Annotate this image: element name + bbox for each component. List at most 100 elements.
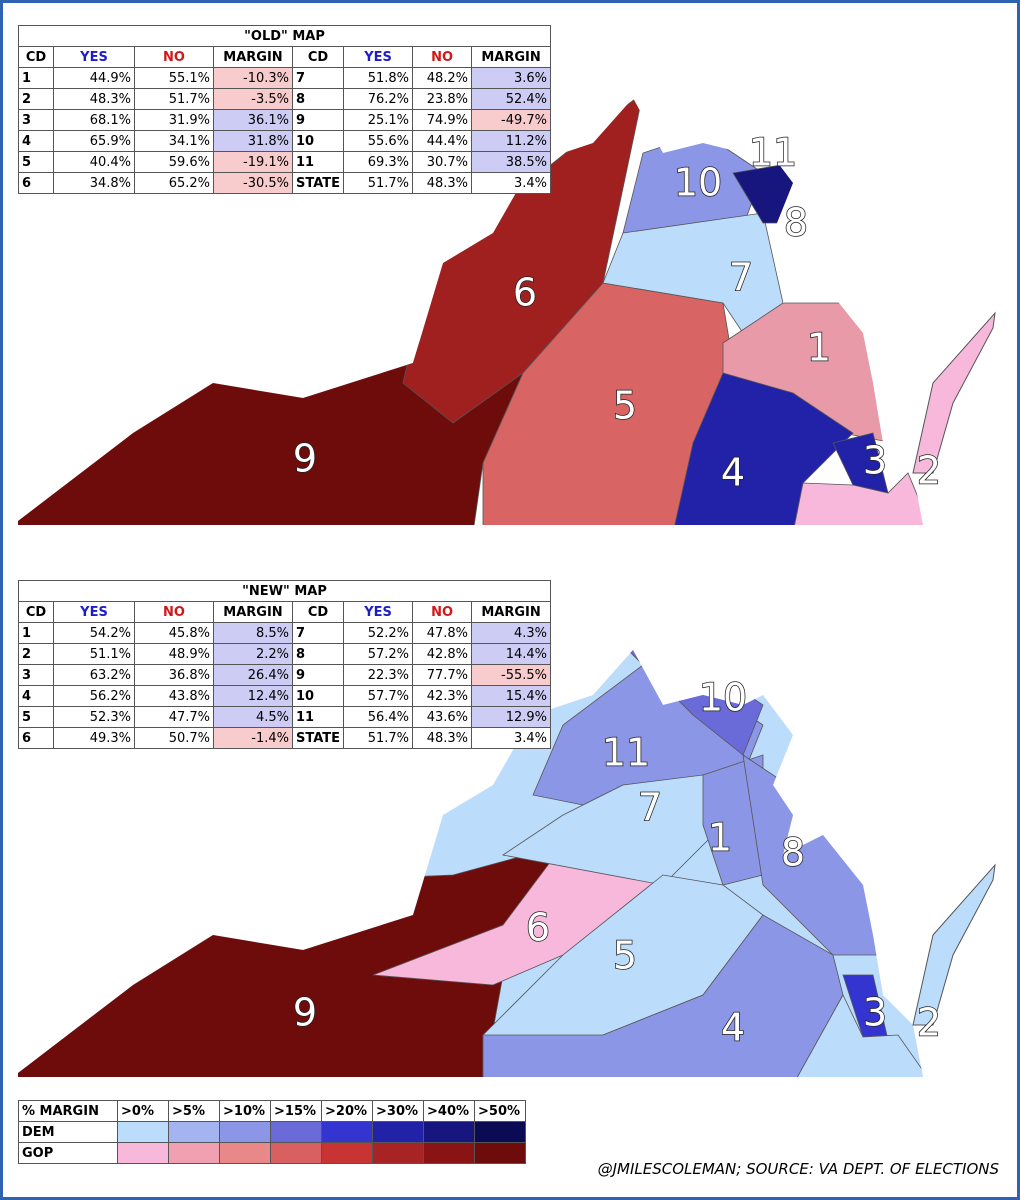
table-cell: 5 [18,151,54,173]
table-cell: -49.7% [471,109,552,131]
table-row: 6 49.3% 50.7% -1.4% STATE 51.7% 48.3% 3.4% [18,727,552,749]
table-cell: 7 [291,67,345,89]
legend-swatch [270,1121,322,1143]
table-cell: 69.3% [343,151,414,173]
legend-swatch [372,1121,424,1143]
table-cell: 8 [291,643,345,665]
district-label: 2 [917,449,941,493]
table-cell: 3 [18,109,54,131]
table-cell: 74.9% [412,109,473,131]
credit: @JMILESCOLEMAN; SOURCE: VA DEPT. OF ELEC… [597,1160,999,1178]
table-cell: 11 [291,151,345,173]
table-cell: 65.2% [134,172,214,194]
table-cell: 51.7% [134,88,214,110]
district-label: 7 [638,786,662,830]
legend-header-cell: >15% [270,1100,322,1122]
legend-swatch [423,1121,475,1143]
table-cell: 48.3% [412,172,473,194]
table-cell: 57.2% [343,643,414,665]
table-cell: 9 [291,664,345,686]
table-row: 4 56.2% 43.8% 12.4% 10 57.7% 42.3% 15.4% [18,685,552,707]
table-cell: 4 [18,130,54,152]
column-header: MARGIN [471,601,552,623]
legend-swatch [117,1142,169,1164]
district-label: 3 [863,439,887,483]
district-label: 8 [784,201,808,245]
results-table: "NEW" MAP CD YES NO MARGIN CD YES NO MARGIN 1 54.2… [17,580,552,749]
table-cell: -30.5% [213,172,293,194]
table-cell: -3.5% [213,88,293,110]
district-label: 6 [526,906,550,950]
table-cell: 65.9% [53,130,135,152]
table-cell: 23.8% [412,88,473,110]
table-cell: STATE [291,727,345,749]
table-cell: 76.2% [343,88,414,110]
column-header: NO [412,46,473,68]
legend-header-cell: >0% [117,1100,169,1122]
table-cell: 45.8% [134,622,214,644]
column-header: YES [343,601,414,623]
table-row: 2 51.1% 48.9% 2.2% 8 57.2% 42.8% 14.4% [18,643,552,665]
table-cell: 52.4% [471,88,552,110]
table-cell: 68.1% [53,109,135,131]
table-row: 4 65.9% 34.1% 31.8% 10 55.6% 44.4% 11.2% [18,130,552,152]
legend-swatch [474,1142,526,1164]
table-cell: 63.2% [53,664,135,686]
legend-row: GOP [18,1142,526,1164]
table-cell: 48.3% [412,727,473,749]
table-cell: 36.8% [134,664,214,686]
legend-row: DEM [18,1121,526,1143]
table-cell: 48.3% [53,88,135,110]
table-cell: 9 [291,109,345,131]
table-cell: 31.8% [213,130,293,152]
table-cell: 14.4% [471,643,552,665]
legend-swatch [117,1121,169,1143]
table-cell: 10 [291,130,345,152]
column-header: CD [291,601,345,623]
table-cell: 77.7% [412,664,473,686]
table-cell: 3.4% [471,172,552,194]
legend-swatch [168,1121,220,1143]
legend-header-cell: >5% [168,1100,220,1122]
table-cell: 47.8% [412,622,473,644]
district-label: 9 [293,437,317,481]
table-row: 5 40.4% 59.6% -19.1% 11 69.3% 30.7% 38.5% [18,151,552,173]
district-label: 2 [917,1001,941,1045]
district-label: 1 [708,816,732,860]
table-cell: 34.8% [53,172,135,194]
column-header: YES [53,601,135,623]
column-header: NO [134,46,214,68]
eastern-shore [912,863,996,1026]
table-title: "OLD" MAP [17,25,552,47]
header-row: CD YES NO MARGIN CD YES NO MARGIN [18,46,552,68]
table-cell: 54.2% [53,622,135,644]
table-cell: 51.7% [343,172,414,194]
table-cell: 12.9% [471,706,552,728]
table-cell: 49.3% [53,727,135,749]
column-header: YES [343,46,414,68]
table-cell: 12.4% [213,685,293,707]
table-cell: 52.3% [53,706,135,728]
district-label: 1 [807,326,831,370]
table-cell: 15.4% [471,685,552,707]
table-cell: -10.3% [213,67,293,89]
table-cell: 44.9% [53,67,135,89]
table-cell: 4.3% [471,622,552,644]
legend-header-cell: >50% [474,1100,526,1122]
table-cell: 51.1% [53,643,135,665]
legend-row-label: GOP [18,1142,118,1164]
table-cell: 48.9% [134,643,214,665]
table-row: 3 63.2% 36.8% 26.4% 9 22.3% 77.7% -55.5% [18,664,552,686]
legend-row-label: DEM [18,1121,118,1143]
title-row: "NEW" MAP [17,580,552,602]
table-cell: 25.1% [343,109,414,131]
legend-header-cell: >10% [219,1100,271,1122]
table-row: 1 44.9% 55.1% -10.3% 7 51.8% 48.2% 3.6% [18,67,552,89]
table-cell: 52.2% [343,622,414,644]
table-row: 5 52.3% 47.7% 4.5% 11 56.4% 43.6% 12.9% [18,706,552,728]
table-cell: 50.7% [134,727,214,749]
table-cell: STATE [291,172,345,194]
table-cell: 8 [291,88,345,110]
table-cell: 1 [18,622,54,644]
table-cell: 3.6% [471,67,552,89]
